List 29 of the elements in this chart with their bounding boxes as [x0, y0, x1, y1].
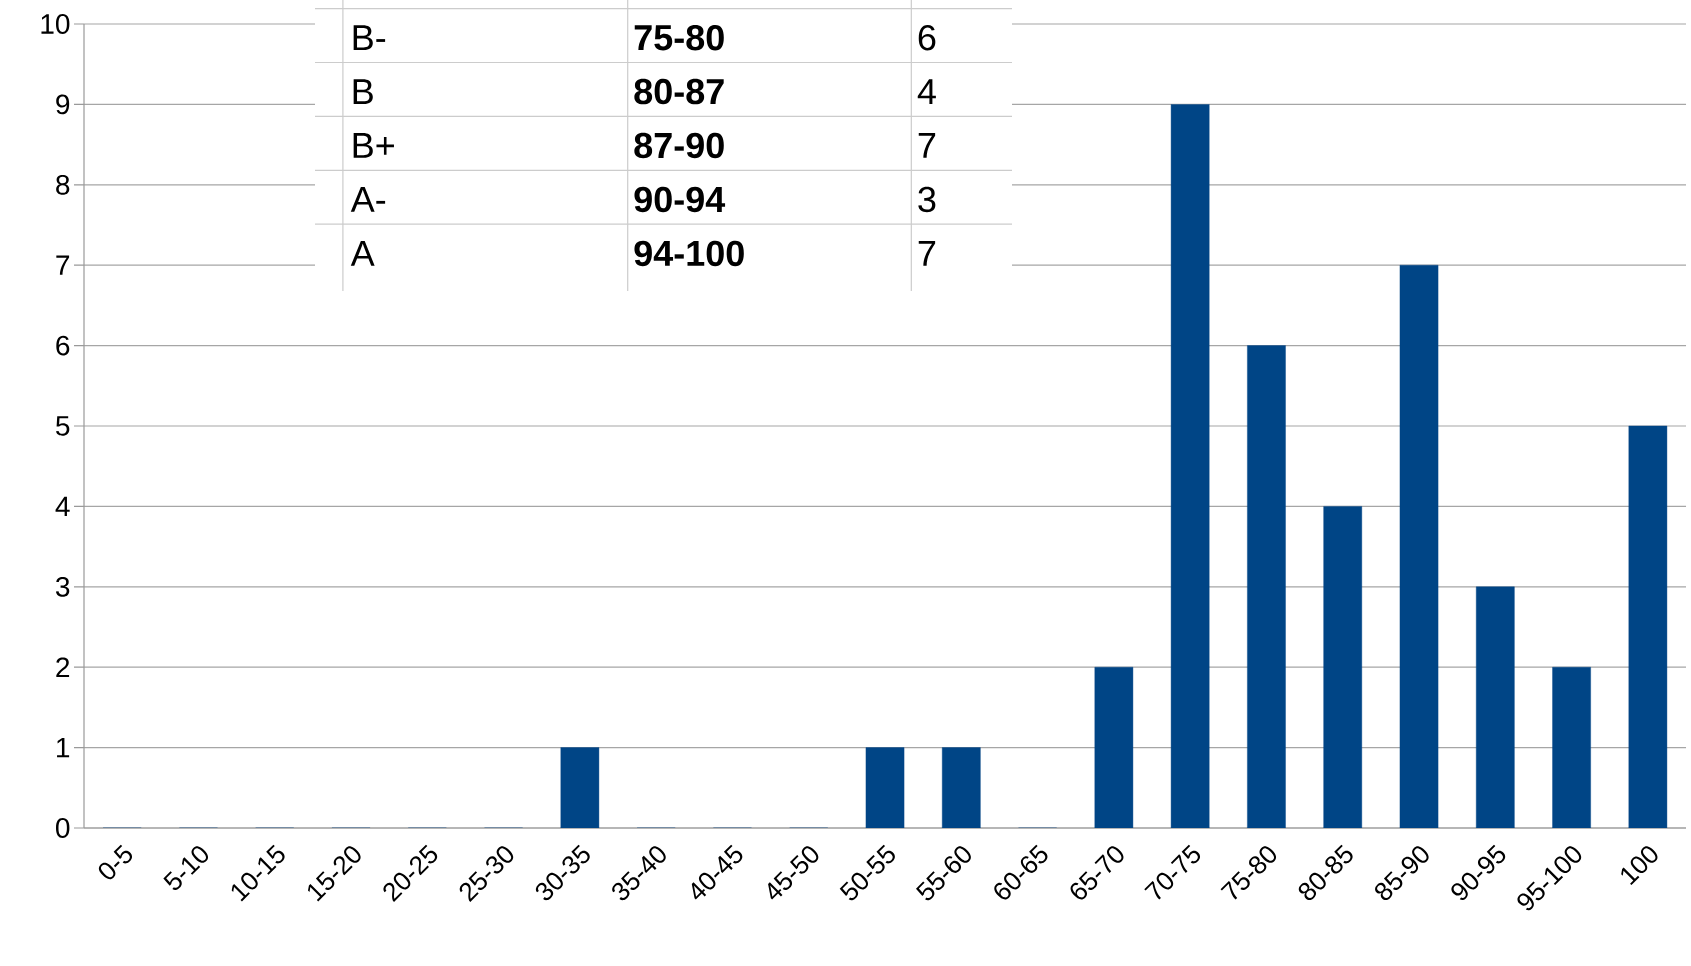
annotation: 75-80 [634, 24, 724, 51]
annotation: 94-100 [634, 240, 744, 267]
y-tick-label: 10 [41, 14, 70, 34]
y-tick-label: 6 [56, 335, 70, 356]
y-tick-label: 3 [55, 576, 70, 597]
annotation: 3 [918, 186, 936, 213]
annotation: A- [350, 187, 386, 212]
y-tick-label: 5 [56, 416, 70, 436]
annotation: 80-87 [634, 78, 724, 105]
annotation: A [350, 241, 375, 266]
y-tick-label: 8 [56, 174, 70, 195]
y-tick-label: 7 [56, 255, 70, 275]
y-tick-label: 1 [57, 737, 70, 758]
annotation: 7 [918, 241, 936, 266]
x-tick-label: 0-5 [98, 844, 133, 880]
annotation: 7 [918, 133, 936, 158]
annotation: B [353, 79, 373, 104]
annotation: B+ [353, 133, 394, 158]
x-tick-label: 5-10 [163, 846, 209, 890]
annotation: 6 [918, 24, 936, 51]
annotation: 4 [917, 79, 936, 104]
annotation: B- [353, 25, 386, 51]
y-tick-label: 2 [56, 657, 70, 677]
y-tick-label: 9 [56, 94, 70, 115]
annotation: 87-90 [634, 132, 724, 159]
y-tick-label: 4 [55, 496, 70, 517]
y-tick-label: 0 [56, 818, 70, 838]
annotation: 90-94 [634, 186, 726, 213]
x-tick-label: 100 [1621, 846, 1658, 886]
